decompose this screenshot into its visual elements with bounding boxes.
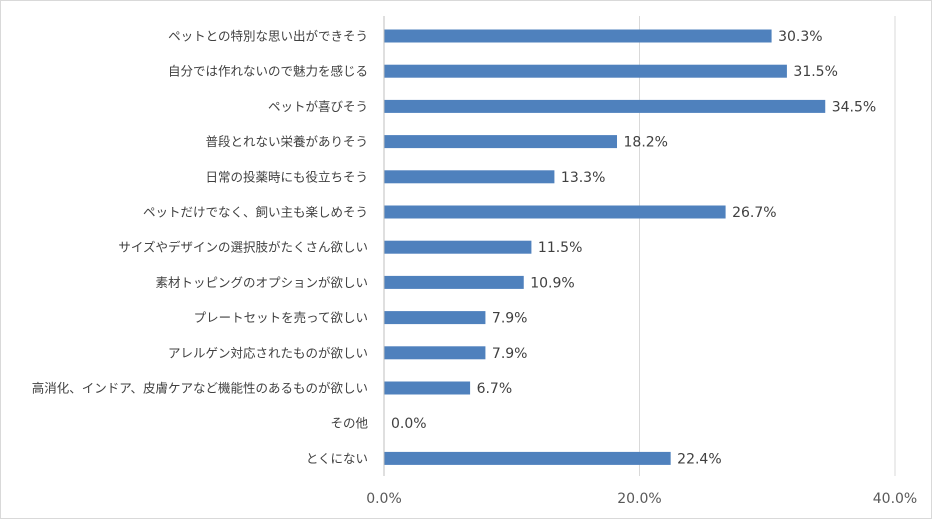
x-tick-label: 20.0% bbox=[617, 491, 661, 507]
value-labels: 30.3% 31.5% 34.5% 18.2% 13.3% 26.7% 11.5% 10.9%… bbox=[391, 29, 876, 467]
category-label: サイズやデザインの選択肢がたくさん欲しい bbox=[118, 240, 368, 255]
value-label: 31.5% bbox=[793, 64, 837, 80]
value-label: 18.2% bbox=[624, 135, 668, 151]
value-label: 26.7% bbox=[732, 205, 776, 221]
category-label: 素材トッピングのオプションが欲しい bbox=[155, 275, 368, 290]
x-tick-labels: 0.0% 20.0% 40.0% bbox=[366, 491, 917, 507]
value-label: 13.3% bbox=[561, 170, 605, 186]
gridlines bbox=[639, 16, 896, 476]
value-label: 34.5% bbox=[832, 99, 876, 115]
value-label: 0.0% bbox=[391, 416, 427, 432]
value-label: 6.7% bbox=[477, 381, 513, 397]
value-label: 7.9% bbox=[492, 311, 528, 327]
bar bbox=[384, 346, 486, 360]
category-label: プレートセットを売って欲しい bbox=[194, 310, 368, 325]
bar bbox=[384, 170, 555, 184]
category-label: ペットとの特別な思い出ができそう bbox=[168, 29, 368, 44]
bar bbox=[384, 381, 471, 395]
category-label: ペットだけでなく、飼い主も楽しめそう bbox=[143, 205, 368, 220]
bars bbox=[384, 29, 826, 465]
category-label: 普段とれない栄養がありそう bbox=[205, 134, 368, 149]
category-label: 自分では作れないので魅力を感じる bbox=[168, 64, 368, 79]
bar bbox=[384, 135, 618, 149]
category-label: その他 bbox=[330, 416, 368, 431]
category-labels: ペットとの特別な思い出ができそう自分では作れないので魅力を感じるペットが喜びそう… bbox=[32, 29, 369, 466]
bar bbox=[384, 99, 826, 113]
category-label: アレルゲン対応されたものが欲しい bbox=[168, 345, 368, 360]
x-tick-label: 40.0% bbox=[873, 491, 917, 507]
x-tick-label: 0.0% bbox=[366, 491, 402, 507]
bar bbox=[384, 205, 726, 219]
bar bbox=[384, 64, 787, 78]
bar bbox=[384, 451, 671, 465]
bar bbox=[384, 311, 486, 325]
category-label: 日常の投薬時にも役立ちそう bbox=[205, 169, 368, 184]
bar bbox=[384, 240, 532, 254]
bar bbox=[384, 29, 772, 43]
value-label: 30.3% bbox=[778, 29, 822, 45]
value-label: 22.4% bbox=[677, 451, 721, 467]
category-label: 高消化、インドア、皮膚ケアなど機能性のあるものが欲しい bbox=[32, 381, 368, 396]
category-label: ペットが喜びそう bbox=[268, 99, 368, 114]
bar bbox=[384, 275, 524, 289]
value-label: 10.9% bbox=[530, 275, 574, 291]
value-label: 7.9% bbox=[492, 346, 528, 362]
category-label: とくにない bbox=[306, 451, 368, 466]
value-label: 11.5% bbox=[538, 240, 582, 256]
